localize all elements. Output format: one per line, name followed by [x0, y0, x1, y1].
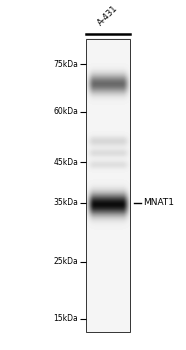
Text: 60kDa: 60kDa — [53, 107, 78, 116]
Text: MNAT1: MNAT1 — [143, 198, 174, 207]
Text: 75kDa: 75kDa — [53, 60, 78, 69]
Text: 45kDa: 45kDa — [53, 158, 78, 167]
Text: 35kDa: 35kDa — [53, 198, 78, 207]
Text: 15kDa: 15kDa — [54, 314, 78, 323]
Text: 25kDa: 25kDa — [54, 257, 78, 266]
Text: A-431: A-431 — [96, 4, 120, 27]
Bar — [86, 39, 130, 332]
